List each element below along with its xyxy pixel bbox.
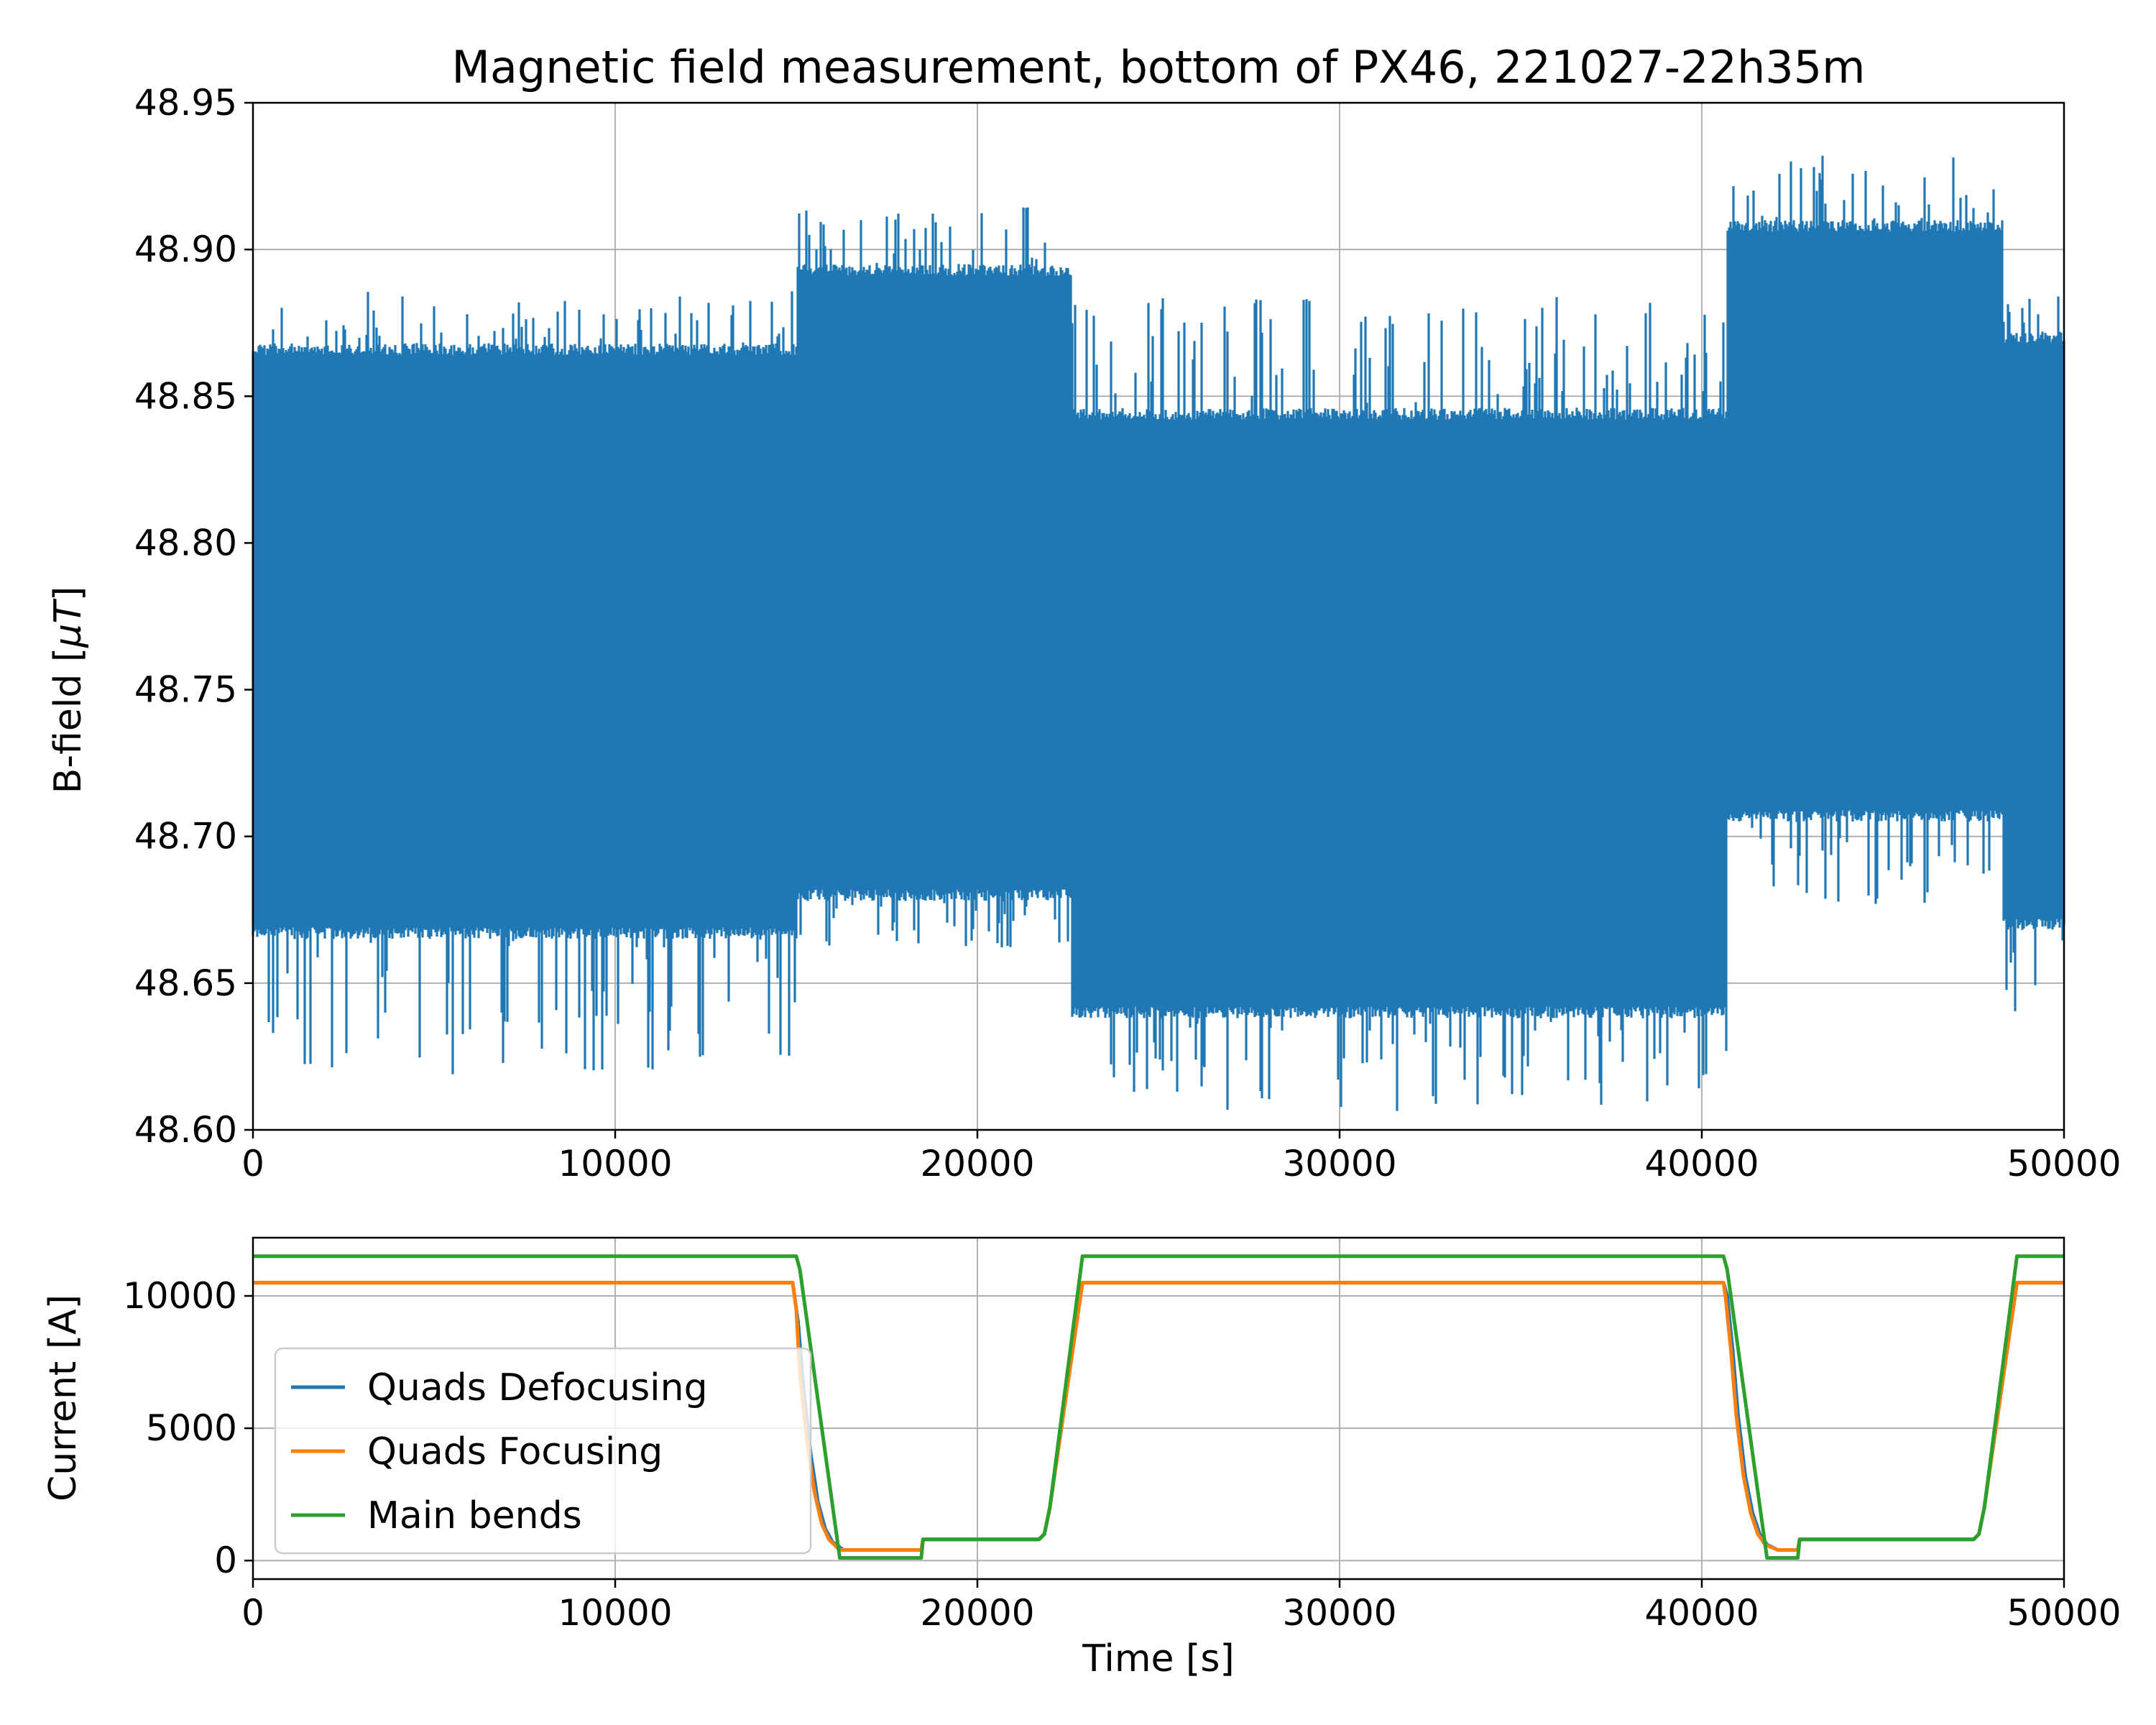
bottom-y-tick-label: 0 <box>214 1540 237 1581</box>
top-y-axis-label: B-field [μT] <box>47 586 90 794</box>
top-x-tick-label: 50000 <box>2007 1143 2121 1184</box>
top-x-tick-label: 10000 <box>558 1143 672 1184</box>
top-y-tick-label: 48.95 <box>134 82 237 124</box>
legend: Quads Defocusing Quads Focusing Main bends <box>274 1347 812 1555</box>
top-x-tick-label: 30000 <box>1282 1143 1396 1184</box>
top-y-axis-label-prefix: B-field [ <box>47 648 90 794</box>
bottom-y-tick-label: 5000 <box>146 1407 237 1449</box>
bottom-x-tick-label: 50000 <box>2007 1592 2121 1634</box>
top-axes-frame <box>252 101 2065 1131</box>
top-ticks: 0 10000 20000 30000 40000 50000 48.60 48.65 48.7… <box>134 82 2122 1184</box>
legend-entry-quads-focusing-label: Quads Focusing <box>367 1430 663 1473</box>
top-y-tick-label: 48.90 <box>134 229 237 270</box>
legend-entry-quads-defocusing-label: Quads Defocusing <box>367 1366 708 1409</box>
top-y-tick-label: 48.70 <box>134 816 237 857</box>
chart-title: Magnetic field measurement, bottom of PX… <box>451 41 1865 93</box>
top-y-tick-label: 48.85 <box>134 375 237 417</box>
bottom-x-tick-label: 20000 <box>920 1592 1034 1634</box>
top-y-tick-label: 48.60 <box>134 1109 237 1151</box>
bottom-x-tick-label: 0 <box>241 1592 264 1634</box>
top-y-axis-label-suffix: ] <box>47 586 90 601</box>
bottom-ticks: 0 10000 20000 30000 40000 50000 0 5000 10000 <box>123 1275 2122 1634</box>
top-y-tick-label: 48.80 <box>134 522 237 564</box>
bottom-axes-frame <box>252 1236 2065 1581</box>
bottom-x-axis-label: Time [s] <box>1082 1637 1234 1680</box>
top-y-axis-label-unit: μT <box>47 598 90 648</box>
top-y-tick-label: 48.75 <box>134 669 237 711</box>
bottom-x-tick-label: 30000 <box>1282 1592 1396 1634</box>
series-main-bends-line <box>253 1254 2064 1560</box>
bottom-x-tick-label: 10000 <box>558 1592 672 1634</box>
legend-box <box>274 1347 812 1555</box>
top-x-tick-label: 40000 <box>1644 1143 1759 1184</box>
bottom-plot-area <box>253 1254 2064 1560</box>
bottom-x-tick-label: 40000 <box>1644 1592 1759 1634</box>
top-y-tick-label: 48.65 <box>134 962 237 1004</box>
top-x-tick-label: 0 <box>241 1143 264 1184</box>
bottom-y-axis-label: Current [A] <box>42 1294 85 1501</box>
legend-entry-main-bends-label: Main bends <box>367 1494 582 1537</box>
bottom-y-tick-label: 10000 <box>123 1275 237 1317</box>
top-x-tick-label: 20000 <box>920 1143 1034 1184</box>
